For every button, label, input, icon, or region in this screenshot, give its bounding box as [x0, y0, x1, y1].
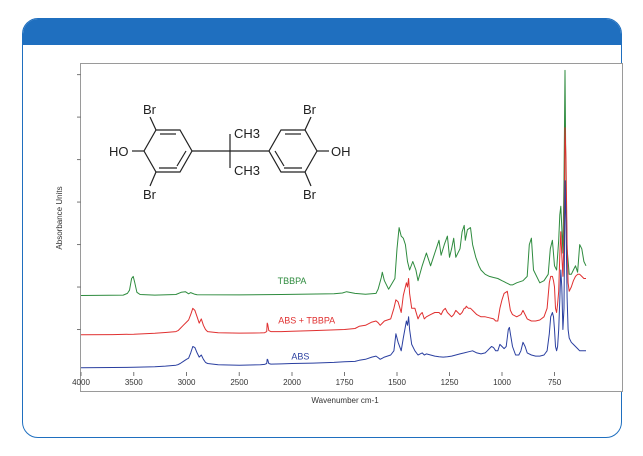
x-tick-label: 2500	[230, 378, 248, 387]
series-label: TBBPA	[278, 276, 307, 286]
br-top-right: Br	[303, 102, 317, 117]
oh-right: OH	[331, 144, 351, 159]
series-line-tbbpa	[80, 69, 587, 296]
y-axis	[77, 74, 81, 331]
series-layer	[80, 69, 587, 369]
y-axis-title: Absorbance Units	[55, 186, 64, 249]
x-tick-label: 2000	[283, 378, 301, 387]
ch3-bottom: CH3	[234, 163, 260, 178]
x-axis-title: Wavenumber cm-1	[311, 396, 379, 405]
x-tick-label: 3000	[178, 378, 196, 387]
ch3-top: CH3	[234, 126, 260, 141]
plot-area	[80, 63, 623, 392]
br-bottom-right: Br	[303, 187, 317, 202]
structure-labels: Br HO Br CH3 CH3 Br OH Br	[109, 102, 351, 202]
x-tick-label: 750	[548, 378, 562, 387]
br-top-left: Br	[143, 102, 157, 117]
x-tick-label: 1750	[336, 378, 354, 387]
series-line-abs	[80, 180, 586, 369]
x-tick-label: 4000	[72, 378, 90, 387]
br-bottom-left: Br	[143, 187, 157, 202]
x-tick-label: 1000	[493, 378, 511, 387]
x-tick-label: 1500	[388, 378, 406, 387]
series-label: ABS	[291, 351, 309, 361]
series-labels: TBBPA ABS + TBBPA ABS	[278, 276, 336, 361]
x-tick-label: 1250	[441, 378, 459, 387]
ho-left: HO	[109, 144, 129, 159]
left-benzene-ring	[143, 129, 193, 173]
x-tick-label: 3500	[125, 378, 143, 387]
card-header-bar	[23, 19, 621, 45]
series-label: ABS + TBBPA	[278, 316, 335, 326]
tbbpa-structure	[132, 116, 329, 187]
right-benzene-ring	[268, 129, 318, 173]
x-axis: 4000 3500 3000 2500 2000 1750 1500 1250 1000 750	[72, 372, 562, 387]
series-line-abs-tbbpa	[80, 127, 586, 336]
